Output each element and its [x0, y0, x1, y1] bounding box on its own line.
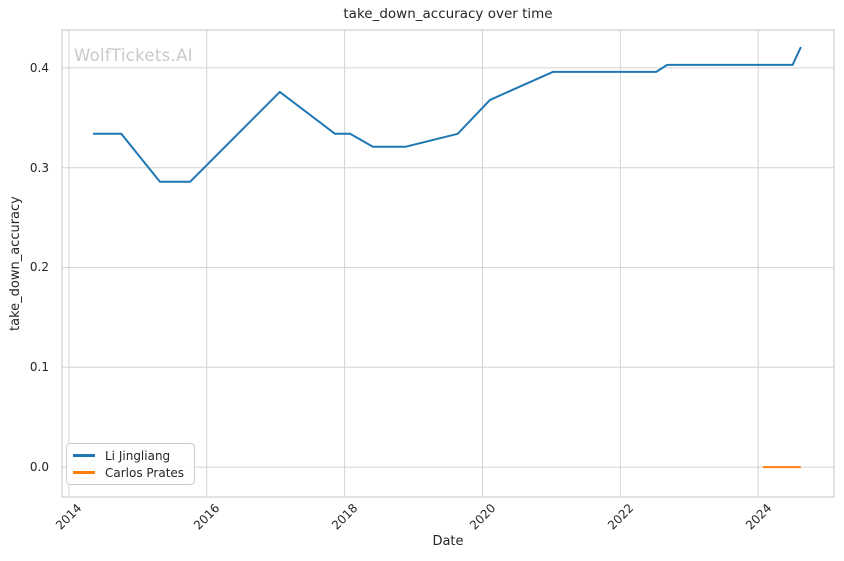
y-tick-label: 0.4: [29, 60, 49, 75]
x-axis-label: Date: [432, 534, 464, 549]
y-tick-label: 0.0: [29, 460, 49, 475]
legend-item-li-jingliang: Li Jingliang: [73, 447, 184, 464]
legend-line-swatch-li-jingliang: [73, 454, 95, 457]
watermark: WolfTickets.AI: [74, 46, 193, 65]
legend-line-swatch-carlos-prates: [73, 471, 95, 474]
y-tick-label: 0.1: [29, 360, 49, 375]
legend: Li Jingliang Carlos Prates: [66, 443, 196, 485]
series-line-li-jingliang: [93, 46, 802, 183]
legend-item-carlos-prates: Carlos Prates: [73, 464, 184, 481]
plot-border: [61, 29, 835, 498]
y-tick-label: 0.2: [29, 260, 49, 275]
legend-label: Carlos Prates: [105, 465, 185, 480]
y-tick-label: 0.3: [29, 160, 49, 175]
chart-title: take_down_accuracy over time: [343, 6, 553, 22]
legend-label: Li Jingliang: [105, 448, 171, 463]
